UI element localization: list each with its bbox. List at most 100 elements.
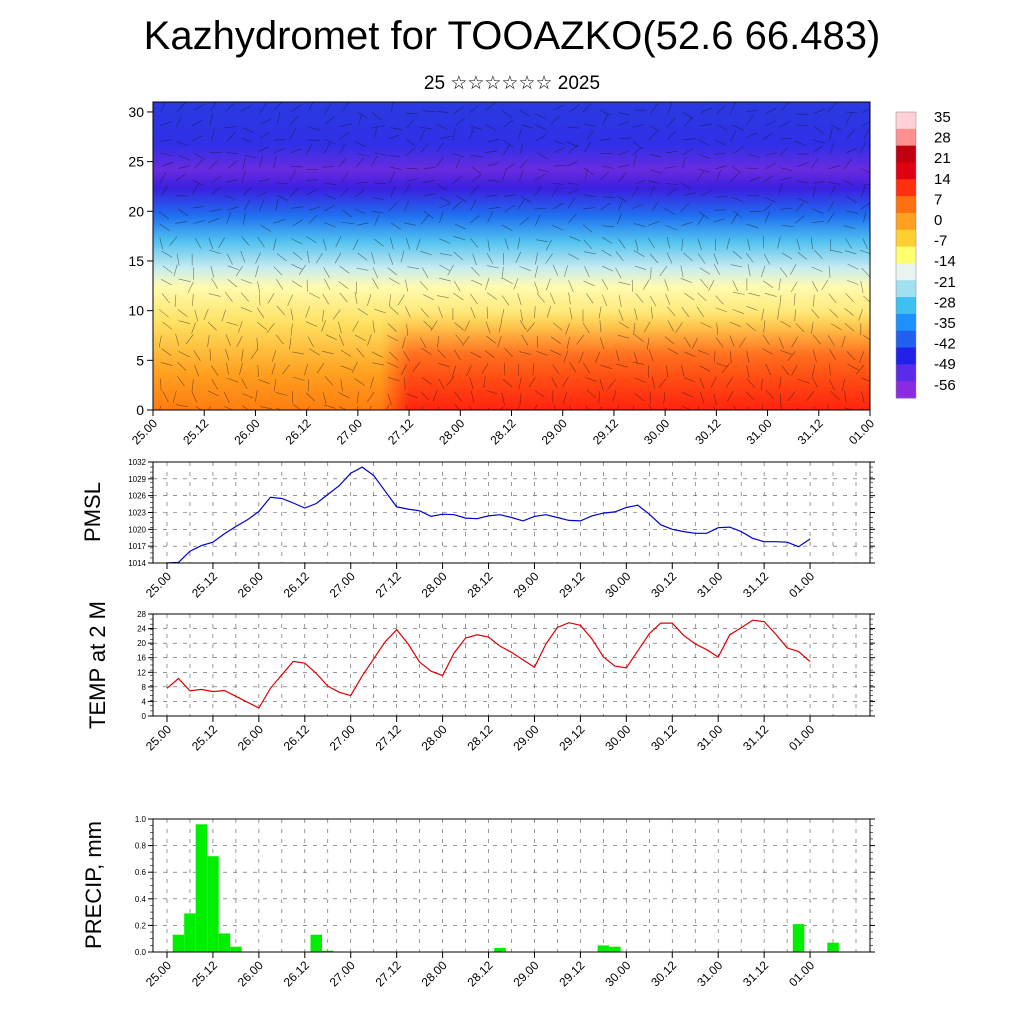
wind-barb	[242, 157, 246, 170]
wind-barb	[227, 160, 238, 169]
wind-barb	[618, 238, 626, 249]
wind-barb	[547, 305, 551, 318]
wind-barb	[650, 103, 658, 114]
wind-barb	[259, 199, 264, 212]
wind-barb	[746, 351, 750, 363]
wind-barb	[665, 183, 678, 185]
wind-barb	[618, 172, 627, 182]
wind-barb	[160, 378, 162, 391]
wind-barb	[713, 152, 726, 155]
wind-barb	[420, 308, 430, 318]
wind-barb	[553, 164, 566, 167]
wind-barb	[455, 157, 461, 170]
wind-barb	[498, 320, 503, 333]
wind-barb	[471, 174, 482, 183]
wind-barb	[159, 211, 170, 220]
wind-barb	[666, 117, 676, 128]
wind-barb	[618, 295, 622, 308]
wind-barb	[470, 279, 483, 286]
wind-barb	[617, 334, 630, 339]
x-tick-label: 29.00	[510, 569, 541, 600]
colorbar-swatch	[896, 145, 916, 163]
wind-barb	[403, 200, 410, 212]
x-tick-label: 31.12	[740, 958, 771, 989]
colorbar-swatch	[896, 381, 916, 399]
wind-barb	[356, 157, 364, 168]
wind-barb	[632, 124, 645, 128]
wind-barb	[713, 393, 717, 405]
wind-barb	[454, 391, 462, 402]
wind-barb	[324, 194, 336, 200]
precip-grid	[153, 818, 870, 953]
heatmap-x-axis: 25.00 25.12 26.00 26.12 27.00 27.12 28.00 28.12…	[129, 410, 877, 447]
wind-barb	[603, 196, 616, 198]
wind-barb	[812, 334, 822, 345]
wind-barb	[191, 135, 203, 142]
wind-barb	[470, 125, 483, 130]
wind-barb	[568, 213, 577, 224]
wind-barb	[844, 323, 855, 332]
wind-barb	[173, 264, 178, 277]
wind-barb	[521, 334, 529, 346]
wind-barb	[635, 239, 639, 252]
wind-barb	[697, 238, 702, 251]
wind-barb	[305, 306, 310, 318]
wind-barb	[813, 108, 826, 114]
x-tick-label: 28.12	[465, 569, 496, 600]
y-tick-label: 1.0	[135, 815, 147, 824]
wind-barb	[601, 236, 613, 244]
wind-barb	[397, 294, 405, 306]
x-tick-label: 01.00	[786, 569, 817, 600]
wind-barb	[521, 124, 534, 129]
heatmap-y-axis: 0 5 10 15 20 25 30	[128, 104, 153, 418]
wind-barb	[582, 103, 592, 113]
wind-barb	[266, 323, 275, 333]
wind-barb	[566, 337, 570, 349]
wind-barb	[466, 364, 472, 377]
wind-barb	[159, 223, 170, 231]
wind-barb	[612, 390, 617, 402]
wind-barb	[618, 281, 631, 286]
wind-barb	[298, 264, 306, 276]
wind-barb	[439, 277, 451, 282]
wind-barb	[586, 293, 594, 304]
colorbar-swatch	[896, 128, 916, 147]
wind-barb	[779, 393, 781, 406]
wind-barb	[700, 190, 712, 197]
wind-barb	[726, 237, 730, 250]
x-tick-label: 01.00	[786, 722, 817, 753]
wind-barb	[519, 217, 530, 226]
wind-barb	[419, 126, 432, 130]
wind-barb	[761, 308, 764, 321]
wind-barb	[339, 187, 349, 198]
y-tick-label: 28	[137, 610, 146, 619]
x-tick-label: 28.12	[465, 958, 496, 989]
wind-barb	[796, 238, 801, 251]
wind-barb	[420, 337, 427, 349]
wind-barb	[241, 170, 246, 183]
wind-barb	[859, 142, 867, 154]
wind-barb	[501, 267, 504, 280]
wind-barb	[780, 320, 792, 328]
wind-barb	[387, 267, 398, 276]
wind-barb	[519, 110, 531, 117]
wind-barb	[501, 295, 510, 306]
wind-barb	[179, 155, 191, 161]
wind-barb	[534, 124, 547, 130]
wind-barb	[569, 405, 572, 410]
wind-barb	[185, 334, 194, 345]
wind-barb	[732, 291, 745, 295]
wind-barb	[486, 265, 499, 269]
wind-barb	[860, 281, 864, 294]
wind-barb	[389, 171, 395, 184]
wind-barb	[292, 251, 303, 261]
wind-barb	[829, 128, 833, 140]
wind-barb	[787, 351, 796, 362]
wind-barb	[357, 111, 368, 120]
wind-barb	[306, 189, 317, 196]
wind-barb	[780, 207, 793, 210]
wind-barb	[259, 102, 267, 113]
wind-barb	[666, 252, 673, 264]
wind-barb	[487, 138, 500, 143]
wind-barb	[407, 266, 420, 270]
